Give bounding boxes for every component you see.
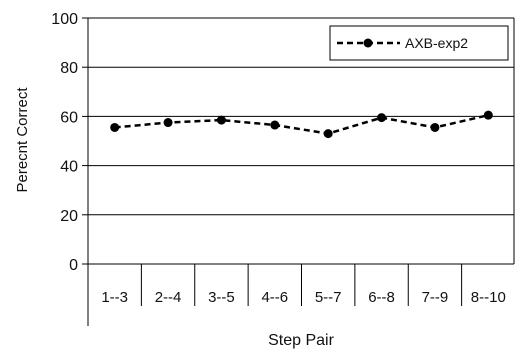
data-point [163, 118, 173, 128]
legend-label: AXB-exp2 [405, 35, 468, 51]
data-point [110, 122, 120, 132]
y-tick-label: 100 [51, 11, 78, 28]
x-tick-label: 6--8 [368, 289, 395, 306]
legend-box [329, 25, 509, 61]
x-tick-label: 4--6 [261, 289, 288, 306]
axes [82, 17, 515, 326]
y-tick-label: 40 [60, 159, 78, 176]
data-point [216, 115, 226, 125]
y-tick-label: 20 [60, 208, 78, 225]
y-axis-label: Perecnt Correct [14, 87, 31, 193]
x-tick-label: 2--4 [155, 289, 182, 306]
grid-lines [88, 17, 514, 216]
y-tick-label: 0 [69, 257, 78, 274]
x-tick-label: 5--7 [315, 289, 342, 306]
data-point [430, 122, 440, 132]
series-line-0 [114, 113, 489, 135]
x-tick-label: 8--10 [471, 289, 506, 306]
legend: AXB-exp2 [329, 25, 509, 61]
data-point [483, 110, 493, 120]
data-point [270, 120, 280, 130]
x-tick-label: 1--3 [101, 289, 128, 306]
series-group [110, 110, 493, 139]
y-tick-label: 80 [60, 60, 78, 77]
y-tick-label: 60 [60, 109, 78, 126]
x-tick-labels: 1--3 2--4 3--5 4--6 5--7 6--8 7--9 8--10 [101, 289, 505, 306]
x-axis-label: Step Pair [268, 332, 334, 349]
legend-marker [363, 38, 373, 48]
x-tick-label: 7--9 [422, 289, 449, 306]
data-point [377, 113, 387, 123]
y-tick-labels: 0 20 40 60 80 100 [51, 11, 78, 274]
data-point [323, 129, 333, 139]
x-tick-label: 3--5 [208, 289, 235, 306]
